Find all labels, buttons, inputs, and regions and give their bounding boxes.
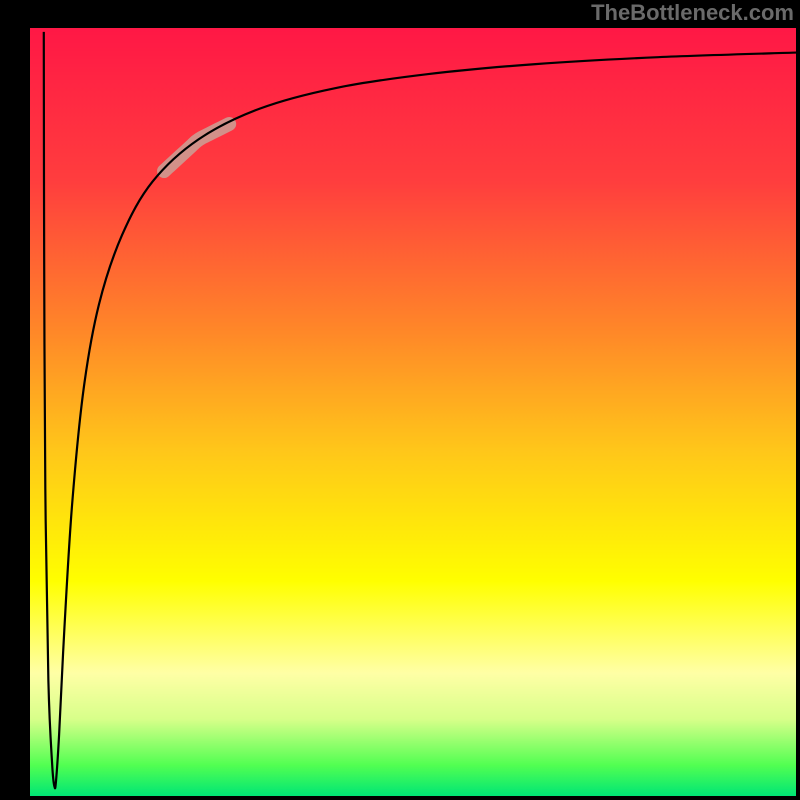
chart-frame: TheBottleneck.com	[0, 0, 800, 800]
chart-plot-area	[30, 28, 796, 796]
watermark-text: TheBottleneck.com	[591, 0, 794, 26]
